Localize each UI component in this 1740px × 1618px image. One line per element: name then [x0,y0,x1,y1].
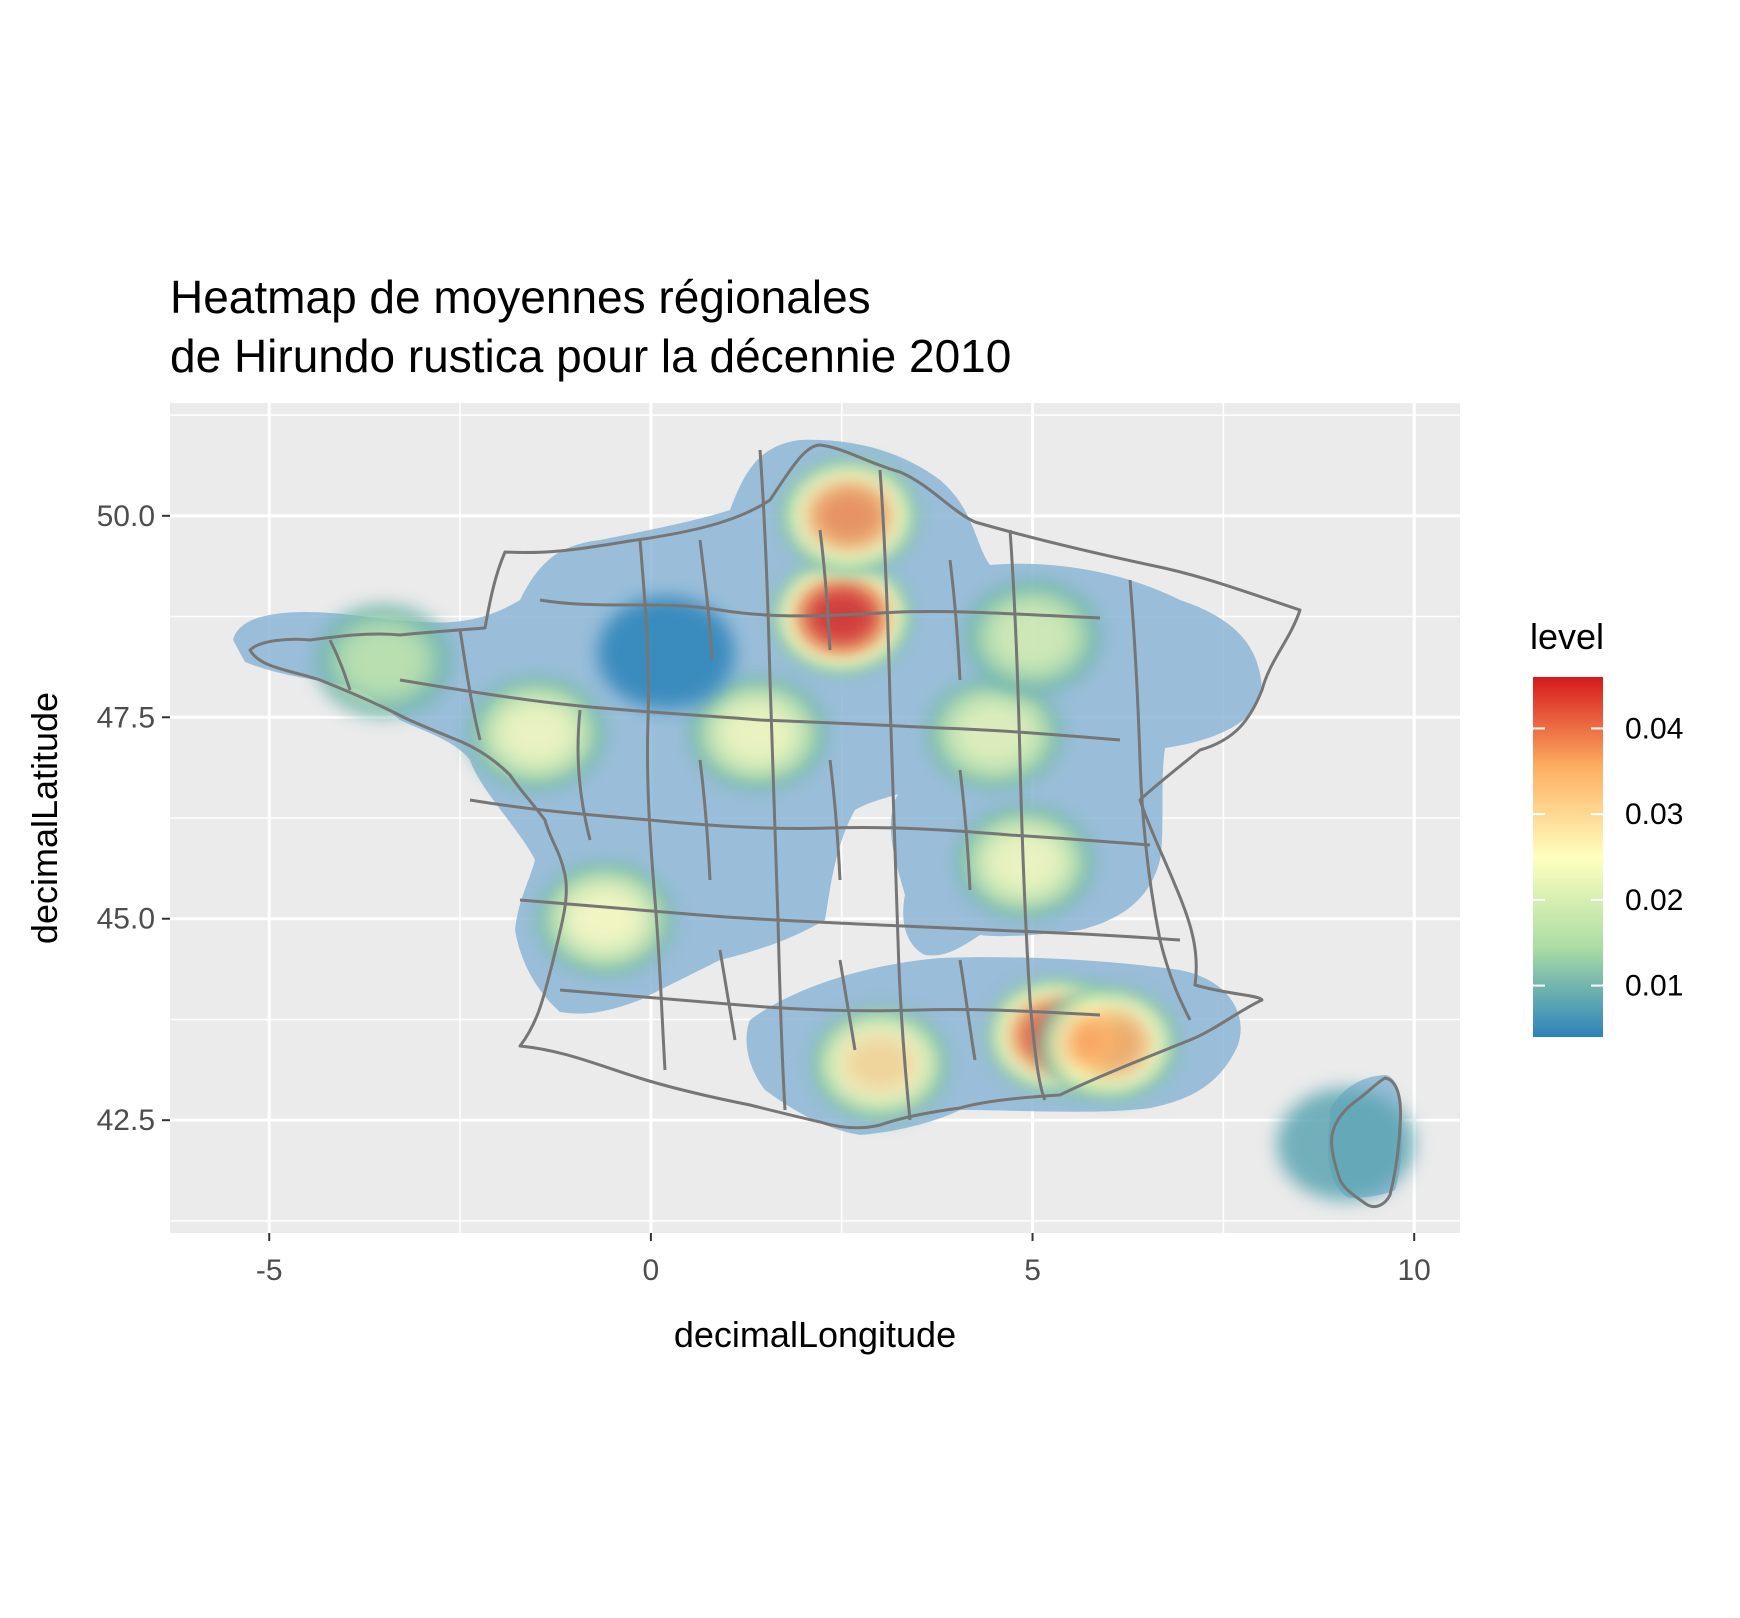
density-hotspot [811,1007,949,1121]
region-boundary [469,798,1151,847]
region-boundary [559,988,1101,1017]
density-hotspot [315,604,453,718]
density-contour [597,596,735,710]
corsica-outline [1330,1076,1402,1209]
region-boundary [328,629,592,841]
density-contour [1276,1087,1415,1201]
legend: level 0.01 0.02 0.03 0.04 [1530,616,1683,1037]
region-boundary [638,539,667,1071]
x-tick-label: 0 [643,1254,660,1287]
legend-label: 0.01 [1625,970,1683,1003]
y-tick-label: 42.5 [97,1104,155,1137]
density-contour [846,1037,914,1090]
density-hotspot [780,459,919,573]
x-tick-label: 10 [1398,1254,1431,1287]
x-tick-label: 5 [1024,1254,1041,1287]
region-boundaries [248,443,1402,1209]
x-axis-title: decimalLongitude [674,1314,956,1355]
legend-ticks: 0.01 0.02 0.03 0.04 [1533,712,1683,1003]
x-axis: -5 0 5 10 [256,1233,1431,1287]
map-layer [233,439,1415,1209]
density-contour [722,705,793,761]
density-contour [343,628,425,694]
density-hotspot [1040,987,1178,1101]
density-contour [957,704,1032,763]
density-contour [569,891,641,947]
density-contour [1076,1018,1141,1069]
region-boundary [519,898,1181,942]
region-boundary [698,529,962,681]
density-contour [817,491,882,541]
density-contour [501,705,572,761]
legend-label: 0.02 [1625,884,1683,917]
chart-title-line-1: Heatmap de moyennes régionales [170,271,871,323]
region-boundary [1128,579,1192,1021]
legend-label: 0.04 [1625,712,1683,745]
y-tick-label: 47.5 [97,701,155,734]
density-hotspot [467,676,606,790]
y-axis: 42.5 45.0 47.5 50.0 [97,500,170,1137]
region-boundary [878,469,912,1121]
density-hotspot [963,580,1102,694]
y-tick-label: 45.0 [97,903,155,936]
region-boundary [718,949,977,1061]
region-boundary [399,678,1121,742]
y-tick-label: 50.0 [97,500,155,533]
density-contour [989,834,1061,890]
density-hotspot [597,596,735,710]
legend-title: level [1530,616,1604,657]
chart-title-line-2: de Hirundo rustica pour la décennie 2010 [170,330,1011,382]
region-boundary [1008,529,1047,1101]
x-tick-label: -5 [256,1254,283,1287]
density-hotspot [1276,1087,1415,1201]
region-boundary [539,598,1101,620]
france-outline [248,443,1302,1130]
region-boundary [758,449,787,1111]
density-hotspot [536,862,674,976]
legend-colorbar [1533,677,1603,1037]
y-axis-title: decimalLatitude [24,692,65,944]
legend-label: 0.03 [1625,798,1683,831]
region-boundary [698,759,972,891]
